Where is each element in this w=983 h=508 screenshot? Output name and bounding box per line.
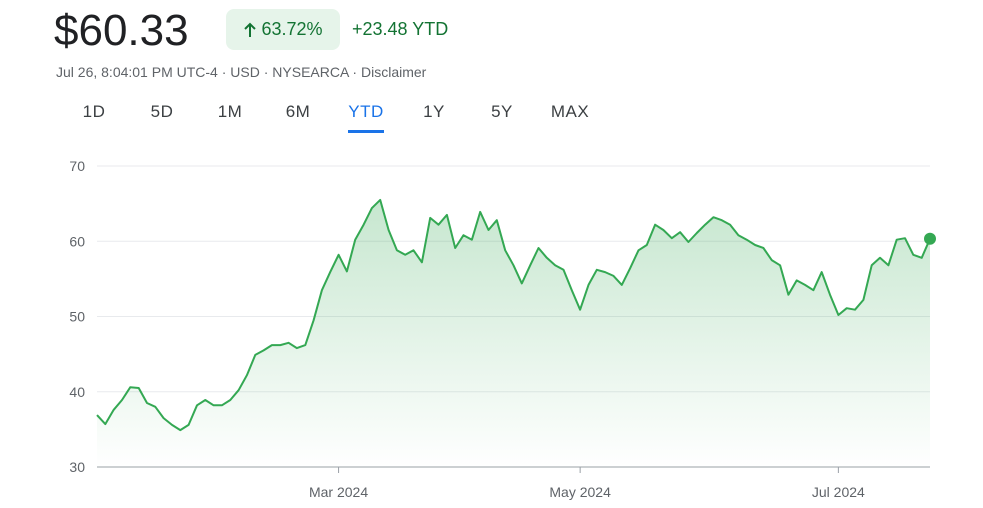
last-point [924,232,936,245]
y-tick-label: 50 [69,309,85,325]
y-tick-label: 60 [69,233,85,249]
range-tab[interactable]: 5Y [491,102,513,121]
price: $60.33 [54,6,189,55]
area [97,199,930,467]
range-tab[interactable]: 5D [150,102,174,121]
change: +23.48 YTD [352,19,449,39]
disclaimer-link[interactable]: Disclaimer [360,64,427,80]
range-tab[interactable]: 1M [217,102,243,121]
range-tab[interactable]: 6M [285,102,311,121]
range-tabs: 1D 5D 1M 6M YTD 1Y 5Y MAX [60,100,604,133]
change-percent: 63.72% [261,19,323,39]
price-line [96,198,931,432]
range-tab[interactable]: 1Y [423,102,445,121]
x-tick-label: Mar 2024 [309,484,368,500]
range-tab[interactable]: YTD [348,100,384,133]
meta: Jul 26, 8:04:01 PM UTC-4 · USD · NYSEARC… [56,64,426,80]
y-tick-label: 40 [69,384,85,400]
range-tab[interactable]: 1D [82,102,106,121]
x-tick-label: May 2024 [549,484,611,500]
up-arrow [244,22,257,37]
y-tick-label: 70 [69,158,85,174]
range-tab[interactable]: MAX [550,102,590,121]
y-tick-label: 30 [69,459,85,475]
meta-text: Jul 26, 8:04:01 PM UTC-4 · USD · NYSEARC… [56,64,361,80]
change-badge: 63.72% [226,9,340,50]
x-tick-label: Jul 2024 [812,484,865,500]
